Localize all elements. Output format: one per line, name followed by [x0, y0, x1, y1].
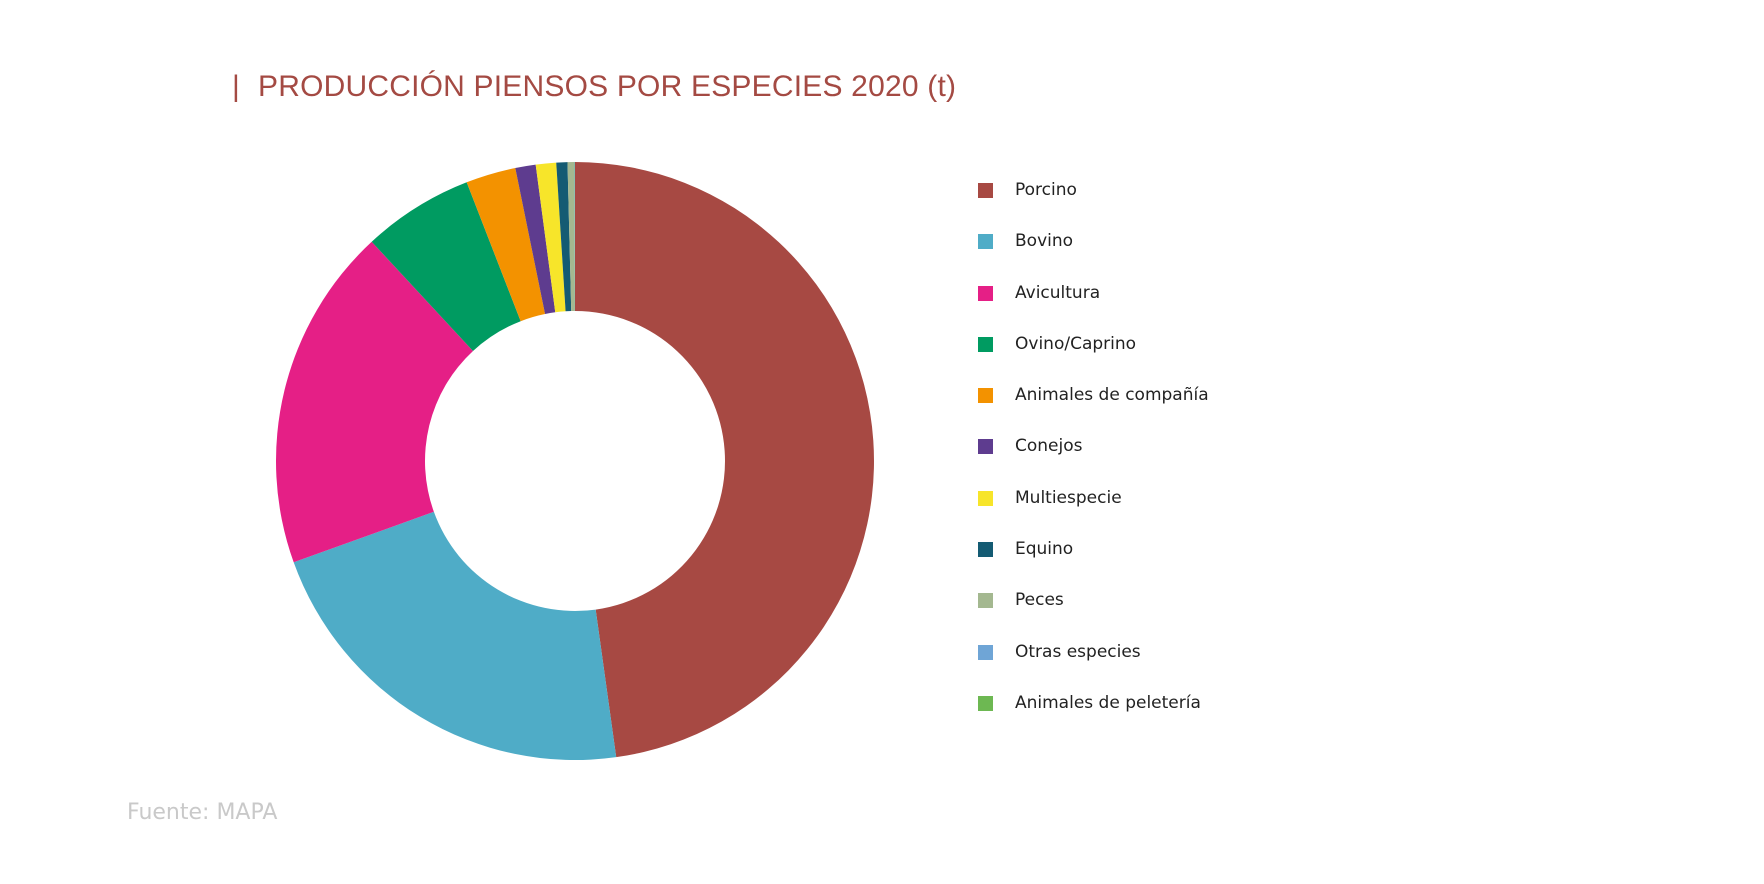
legend-swatch-1 [978, 234, 993, 250]
pie-slice-6 [535, 162, 566, 313]
legend-item-9: Otras especies [978, 640, 1209, 691]
legend-item-3: Ovino/Caprino [978, 332, 1209, 383]
legend-label-4: Animales de compañía [1015, 385, 1209, 406]
pie-slice-9 [574, 162, 575, 312]
legend-label-1: Bovino [1015, 231, 1074, 252]
legend-swatch-4 [978, 388, 993, 404]
pie-slice-0 [575, 162, 874, 758]
legend-item-6: Multiespecie [978, 486, 1209, 537]
legend-swatch-0 [978, 183, 993, 198]
legend-label-7: Equino [1015, 539, 1074, 560]
legend-item-0: Porcino [978, 178, 1209, 229]
title-prefix: | [232, 70, 240, 103]
legend-swatch-2 [978, 285, 993, 301]
legend-item-8: Peces [978, 588, 1209, 639]
legend-item-4: Animales de compañía [978, 383, 1209, 434]
legend-item-1: Bovino [978, 229, 1209, 280]
pie-slice-4 [466, 168, 546, 322]
legend-swatch-5 [978, 439, 993, 455]
pie-slice-1 [293, 511, 617, 760]
legend-label-10: Animales de peletería [1015, 692, 1201, 713]
legend-label-6: Multiespecie [1015, 487, 1122, 508]
legend-label-5: Conejos [1015, 436, 1083, 457]
legend-swatch-3 [978, 336, 993, 352]
legend-label-9: Otras especies [1015, 641, 1141, 662]
legend-swatch-9 [978, 644, 993, 660]
legend-swatch-7 [978, 542, 993, 558]
pie-slice-7 [556, 162, 572, 312]
legend-item-10: Animales de peletería [978, 691, 1209, 742]
pie-slice-3 [371, 182, 521, 352]
legend-label-2: Avicultura [1015, 282, 1101, 303]
legend-item-7: Equino [978, 537, 1209, 588]
pie-slice-8 [567, 162, 575, 312]
chart-title: | PRODUCCIÓN PIENSOS POR ESPECIES 2020 (t… [232, 70, 956, 104]
pie-slice-5 [515, 164, 556, 315]
chart-title-text: PRODUCCIÓN PIENSOS POR ESPECIES 2020 (t) [258, 70, 957, 103]
legend-label-3: Ovino/Caprino [1015, 333, 1137, 354]
source-note: Fuente: MAPA [127, 800, 278, 825]
pie-slice-2 [275, 241, 474, 563]
legend-label-8: Peces [1015, 590, 1064, 611]
legend-item-5: Conejos [978, 434, 1209, 485]
legend-swatch-10 [978, 695, 993, 711]
legend-swatch-6 [978, 490, 993, 506]
legend-label-0: Porcino [1015, 180, 1077, 200]
chart-legend: Porcino Bovino Avicultura Ovino/Caprino Anim… [978, 178, 1209, 742]
legend-item-2: Avicultura [978, 281, 1209, 332]
legend-swatch-8 [978, 593, 993, 609]
